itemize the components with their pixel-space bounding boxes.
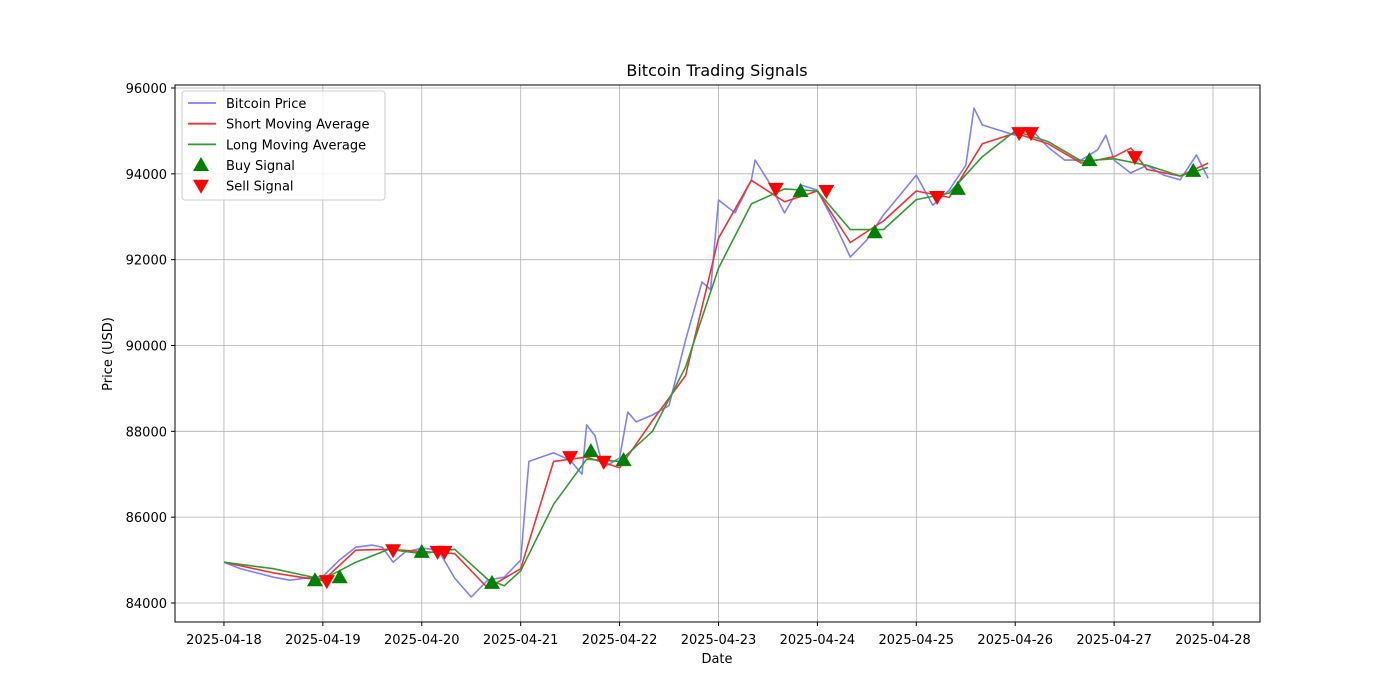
buy-signal-marker — [949, 180, 966, 195]
sell-signal-marker — [562, 451, 579, 466]
buy-signal-marker — [866, 224, 883, 239]
plot-area — [223, 107, 1209, 598]
legend-label: Long Moving Average — [226, 138, 366, 153]
x-tick-label: 2025-04-20 — [384, 633, 460, 648]
x-tick-label: 2025-04-21 — [483, 633, 559, 648]
y-tick-label: 92000 — [126, 254, 167, 269]
y-tick-label: 88000 — [126, 425, 167, 440]
x-tick-label: 2025-04-23 — [681, 633, 757, 648]
x-tick-label: 2025-04-18 — [186, 633, 262, 648]
sell-signal-marker — [436, 545, 453, 560]
grid — [175, 85, 1260, 622]
sell-signal-marker — [595, 455, 612, 470]
y-tick-label: 90000 — [126, 339, 167, 354]
legend-buy-marker — [193, 157, 209, 171]
x-tick-label: 2025-04-22 — [582, 633, 658, 648]
legend-label: Bitcoin Price — [226, 97, 306, 112]
y-axis-label: Price (USD) — [101, 317, 116, 391]
y-tick-label: 94000 — [126, 168, 167, 183]
buy-signal-marker — [615, 452, 632, 467]
legend-label: Buy Signal — [226, 159, 295, 174]
legend-box — [181, 90, 386, 201]
sell-signal-marker — [1023, 127, 1040, 142]
x-tick-label: 2025-04-24 — [780, 633, 856, 648]
legend: Bitcoin Price Short Moving Average Long Mo… — [181, 90, 386, 201]
buy-signal-marker — [306, 572, 323, 587]
sell-signal-marker — [318, 575, 335, 590]
sell-signal-marker — [818, 185, 835, 200]
sell-signal-marker — [1011, 127, 1028, 142]
x-tick-label: 2025-04-27 — [1076, 633, 1152, 648]
buy-signal-marker — [582, 443, 599, 458]
x-axis-label: Date — [701, 652, 732, 667]
legend-sell-marker — [193, 179, 209, 194]
axes-frame — [174, 84, 1261, 623]
buy-signal-marker — [413, 543, 430, 558]
legend-label: Short Moving Average — [226, 118, 370, 133]
sell-signal-marker — [1126, 151, 1143, 166]
x-tick-label: 2025-04-28 — [1175, 633, 1251, 648]
buy-signal-marker — [1185, 162, 1202, 177]
sell-signal-marker — [929, 191, 946, 206]
sell-signal-marker — [767, 182, 784, 197]
legend-label: Sell Signal — [226, 180, 294, 195]
y-tick-label: 96000 — [126, 82, 167, 97]
x-tick-label: 2025-04-26 — [977, 633, 1053, 648]
buy-signal-marker — [483, 574, 500, 589]
buy-signal-marker — [331, 569, 348, 584]
short-ma-line — [223, 132, 1209, 589]
buy-signal-marker — [792, 183, 809, 198]
y-tick-label: 86000 — [126, 511, 167, 526]
x-axis: 2025-04-18 2025-04-19 2025-04-20 2025-04-21… — [186, 622, 1251, 648]
y-tick-label: 84000 — [126, 597, 167, 612]
chart-title: Bitcoin Trading Signals — [626, 61, 807, 80]
y-axis: 84000 86000 88000 90000 92000 94000 96000 — [126, 82, 175, 612]
x-tick-label: 2025-04-25 — [879, 633, 955, 648]
sell-signal-marker — [385, 544, 402, 559]
buy-signal-marker — [1081, 152, 1098, 167]
x-tick-label: 2025-04-19 — [285, 633, 361, 648]
